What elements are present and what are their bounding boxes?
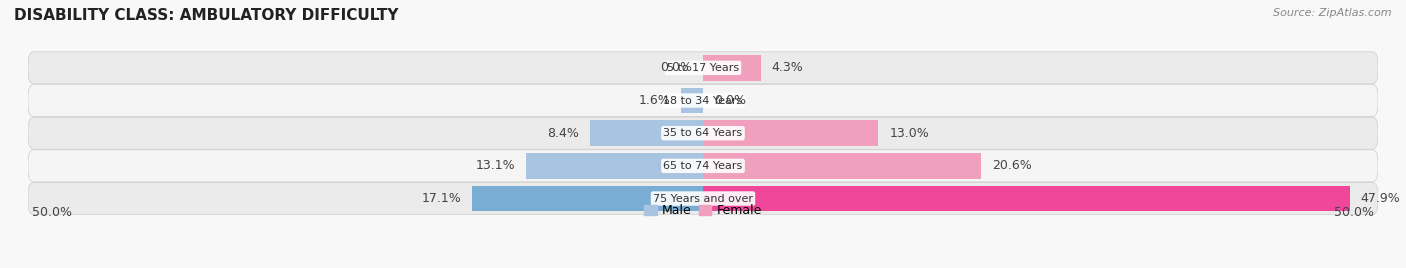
- Text: 50.0%: 50.0%: [1334, 206, 1374, 219]
- Text: 5 to 17 Years: 5 to 17 Years: [666, 63, 740, 73]
- Legend: Male, Female: Male, Female: [640, 199, 766, 222]
- Text: Source: ZipAtlas.com: Source: ZipAtlas.com: [1274, 8, 1392, 18]
- FancyBboxPatch shape: [28, 84, 1378, 117]
- Text: 13.0%: 13.0%: [889, 127, 929, 140]
- Text: DISABILITY CLASS: AMBULATORY DIFFICULTY: DISABILITY CLASS: AMBULATORY DIFFICULTY: [14, 8, 398, 23]
- Text: 65 to 74 Years: 65 to 74 Years: [664, 161, 742, 171]
- FancyBboxPatch shape: [28, 117, 1378, 149]
- Text: 0.0%: 0.0%: [661, 61, 692, 74]
- Text: 8.4%: 8.4%: [547, 127, 579, 140]
- FancyBboxPatch shape: [28, 150, 1378, 182]
- Text: 35 to 64 Years: 35 to 64 Years: [664, 128, 742, 138]
- Text: 18 to 34 Years: 18 to 34 Years: [664, 95, 742, 106]
- Bar: [526, 153, 703, 178]
- Bar: [703, 153, 981, 178]
- Bar: [682, 88, 703, 113]
- Text: 17.1%: 17.1%: [422, 192, 461, 205]
- Text: 1.6%: 1.6%: [638, 94, 671, 107]
- Text: 75 Years and over: 75 Years and over: [652, 193, 754, 203]
- Text: 13.1%: 13.1%: [475, 159, 516, 172]
- Text: 50.0%: 50.0%: [32, 206, 72, 219]
- Text: 0.0%: 0.0%: [714, 94, 745, 107]
- Bar: [589, 120, 703, 146]
- Bar: [703, 120, 879, 146]
- Bar: [703, 186, 1350, 211]
- FancyBboxPatch shape: [28, 52, 1378, 84]
- Text: 20.6%: 20.6%: [991, 159, 1032, 172]
- Text: 4.3%: 4.3%: [772, 61, 804, 74]
- Text: 47.9%: 47.9%: [1361, 192, 1400, 205]
- FancyBboxPatch shape: [28, 183, 1378, 214]
- Bar: [472, 186, 703, 211]
- Bar: [703, 55, 761, 81]
